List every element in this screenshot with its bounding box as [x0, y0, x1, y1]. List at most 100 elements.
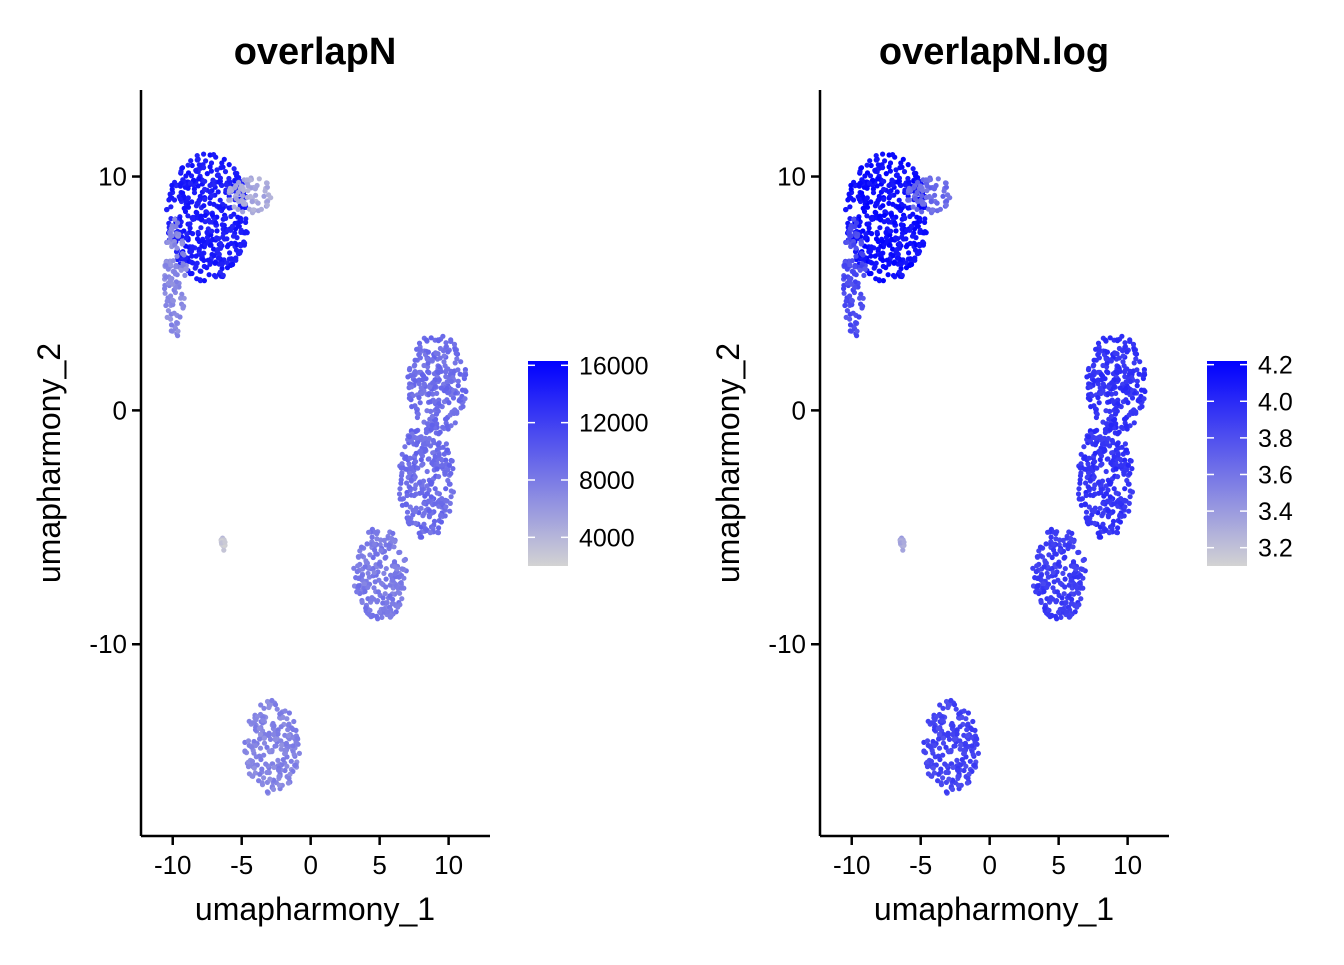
- data-point: [932, 192, 938, 198]
- data-point: [1080, 575, 1086, 581]
- data-point: [954, 727, 960, 733]
- data-point: [1122, 486, 1128, 492]
- data-point: [170, 258, 176, 264]
- data-point: [195, 229, 201, 235]
- data-point: [1048, 596, 1054, 602]
- data-point: [415, 465, 421, 471]
- data-point: [1077, 580, 1083, 586]
- data-point: [200, 238, 206, 244]
- data-point: [1110, 518, 1117, 524]
- data-point: [1131, 360, 1137, 366]
- data-point: [1078, 596, 1084, 602]
- data-point: [231, 204, 237, 210]
- data-point: [411, 492, 417, 499]
- data-point: [895, 204, 901, 210]
- data-point: [426, 370, 432, 376]
- data-point: [366, 529, 372, 535]
- data-point: [443, 486, 449, 492]
- data-point: [908, 223, 915, 229]
- data-point: [451, 410, 457, 416]
- data-point: [919, 209, 925, 215]
- data-point: [868, 253, 874, 259]
- data-point: [196, 197, 202, 203]
- data-point: [1077, 465, 1083, 471]
- data-point: [213, 220, 219, 226]
- data-point: [235, 214, 241, 220]
- data-point: [413, 459, 419, 465]
- data-point: [441, 353, 447, 359]
- data-point: [374, 551, 380, 557]
- data-point: [1107, 399, 1113, 405]
- data-point: [193, 203, 199, 209]
- data-point: [249, 758, 255, 764]
- data-point: [875, 246, 881, 252]
- data-point: [211, 253, 217, 259]
- data-point: [443, 369, 449, 375]
- data-point: [898, 222, 904, 228]
- data-point: [1105, 391, 1111, 397]
- data-point: [419, 372, 426, 378]
- data-point: [882, 158, 888, 164]
- data-point: [181, 252, 187, 258]
- y-tick-label: -10: [89, 629, 127, 659]
- data-point: [421, 521, 427, 527]
- data-point: [443, 340, 449, 346]
- data-point: [228, 256, 234, 262]
- data-point: [378, 547, 384, 554]
- data-point: [1059, 600, 1065, 606]
- data-point: [438, 519, 444, 525]
- data-point: [215, 255, 222, 261]
- data-point: [1108, 460, 1114, 466]
- data-point: [867, 158, 873, 164]
- data-point: [879, 238, 885, 244]
- data-point: [454, 356, 460, 362]
- data-point: [890, 246, 896, 252]
- data-point: [406, 461, 412, 467]
- data-point: [1119, 424, 1125, 430]
- data-point: [875, 176, 881, 182]
- data-point: [1074, 604, 1080, 610]
- data-point: [1122, 374, 1128, 380]
- data-point: [189, 253, 195, 259]
- data-point: [875, 238, 881, 245]
- data-point: [842, 274, 848, 280]
- data-point: [1107, 480, 1113, 486]
- data-point: [273, 743, 279, 749]
- x-tick-label: 10: [434, 850, 463, 880]
- data-point: [359, 553, 365, 559]
- data-point: [367, 607, 373, 614]
- data-point: [443, 498, 449, 504]
- data-point: [214, 167, 220, 173]
- data-point: [202, 196, 208, 202]
- data-point: [1094, 465, 1100, 471]
- data-point: [414, 435, 420, 441]
- data-point: [382, 591, 388, 597]
- data-point: [207, 182, 213, 189]
- data-point: [290, 726, 296, 733]
- data-point: [421, 500, 427, 506]
- data-point: [215, 189, 221, 195]
- data-point: [425, 360, 431, 366]
- data-point: [287, 771, 293, 777]
- data-point: [883, 171, 889, 177]
- data-point: [407, 487, 413, 493]
- data-point: [254, 182, 260, 189]
- data-point: [886, 261, 892, 267]
- data-point: [1109, 380, 1115, 386]
- data-point: [880, 203, 886, 209]
- data-point: [427, 384, 433, 390]
- data-point: [178, 295, 184, 301]
- data-point: [888, 212, 895, 218]
- data-point: [880, 278, 887, 284]
- data-point: [223, 182, 229, 188]
- data-point: [1038, 553, 1044, 559]
- data-point: [212, 260, 218, 266]
- data-point: [451, 341, 458, 347]
- data-point: [408, 465, 414, 471]
- data-point: [1062, 566, 1068, 572]
- data-point: [1091, 362, 1097, 368]
- data-point: [439, 462, 445, 468]
- data-point: [1042, 559, 1048, 566]
- data-point: [1086, 470, 1092, 476]
